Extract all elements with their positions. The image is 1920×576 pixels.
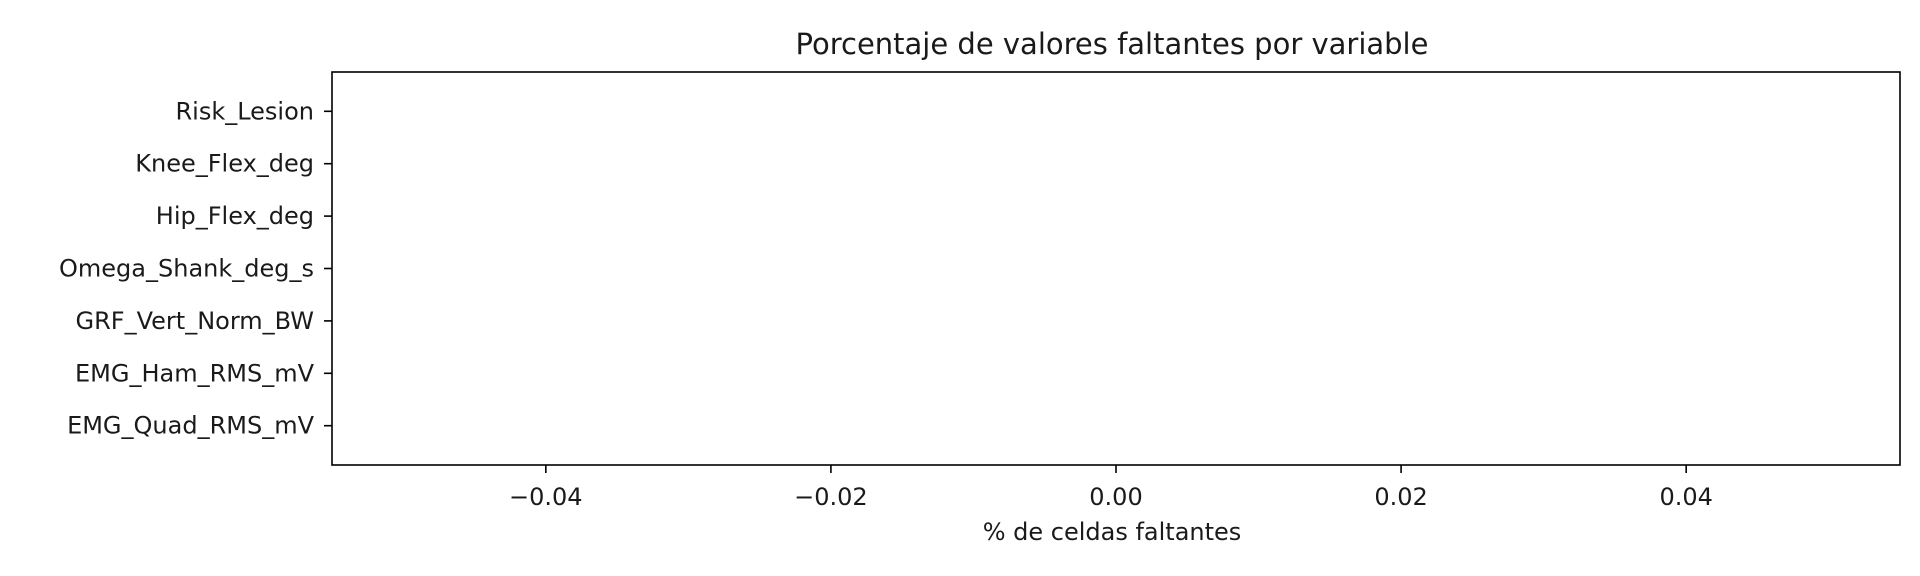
- chart-title: Porcentaje de valores faltantes por vari…: [796, 27, 1429, 61]
- y-tick-label: EMG_Quad_RMS_mV: [67, 412, 315, 440]
- y-tick-label: EMG_Ham_RMS_mV: [75, 359, 315, 387]
- y-tick-label: Hip_Flex_deg: [156, 202, 314, 230]
- y-tick-label: Knee_Flex_deg: [135, 150, 314, 178]
- y-tick-label: Omega_Shank_deg_s: [59, 255, 314, 283]
- x-tick-label: 0.04: [1659, 483, 1712, 511]
- y-axis: Risk_Lesion Knee_Flex_deg Hip_Flex_deg Omeg…: [59, 97, 332, 440]
- x-tick-label: 0.00: [1089, 483, 1142, 511]
- y-tick-label: GRF_Vert_Norm_BW: [76, 307, 314, 335]
- plot-area-frame: [331, 71, 1901, 466]
- y-tick-label: Risk_Lesion: [175, 97, 314, 125]
- x-tick-label: −0.02: [794, 483, 868, 511]
- x-axis: −0.04 −0.02 0.00 0.02 0.04: [509, 465, 1713, 511]
- x-tick-label: −0.04: [509, 483, 583, 511]
- x-axis-label: % de celdas faltantes: [983, 518, 1242, 546]
- x-tick-label: 0.02: [1374, 483, 1427, 511]
